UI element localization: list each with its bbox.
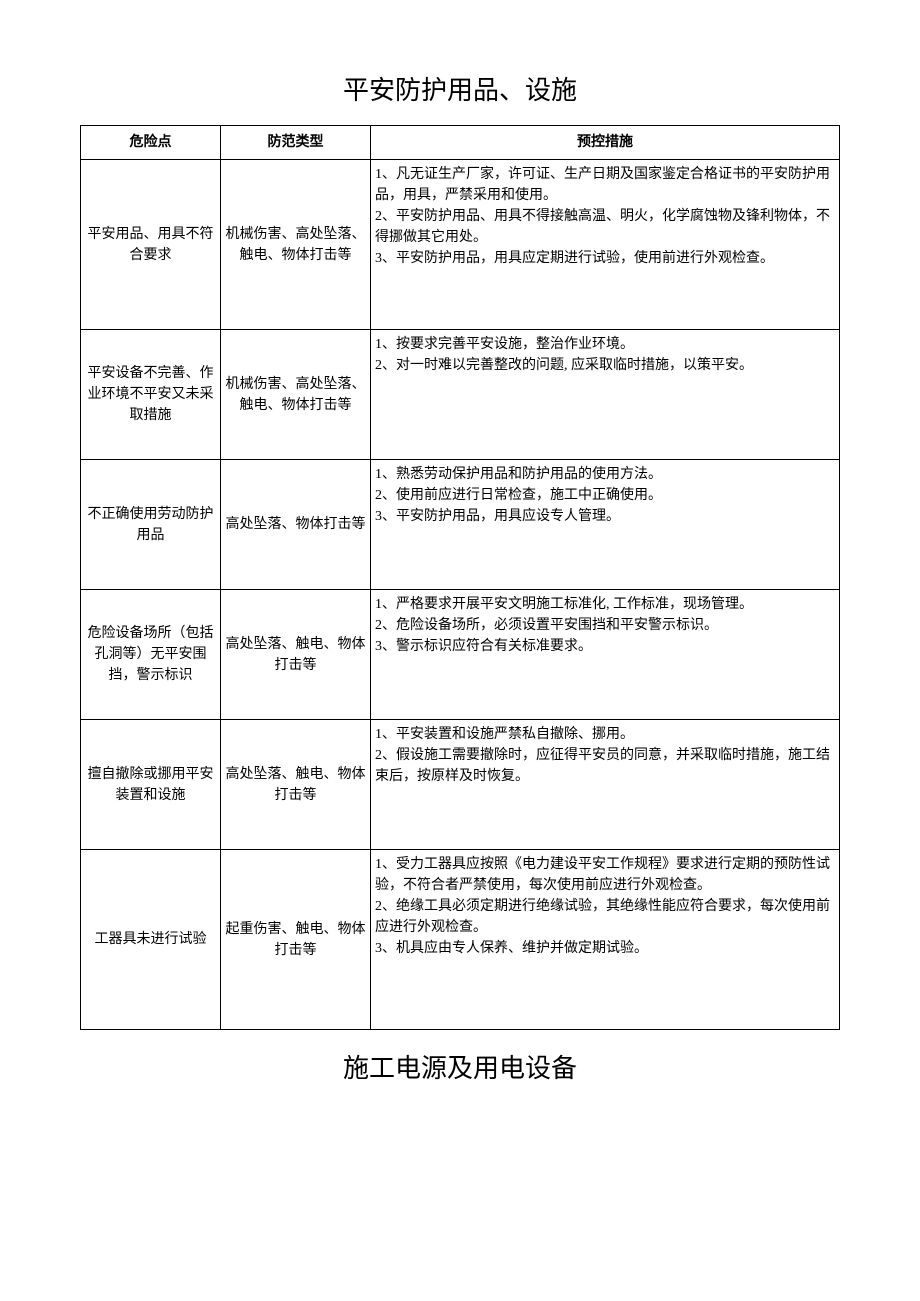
type-cell: 机械伤害、高处坠落、触电、物体打击等 bbox=[221, 330, 371, 460]
type-cell: 高处坠落、触电、物体打击等 bbox=[221, 720, 371, 850]
risk-cell: 平安用品、用具不符合要求 bbox=[81, 160, 221, 330]
table-row: 危险设备场所（包括孔洞等）无平安围挡，警示标识高处坠落、触电、物体打击等1、严格… bbox=[81, 590, 840, 720]
table-row: 平安用品、用具不符合要求机械伤害、高处坠落、触电、物体打击等1、凡无证生产厂家，… bbox=[81, 160, 840, 330]
table-row: 工器具未进行试验起重伤害、触电、物体打击等1、受力工器具应按照《电力建设平安工作… bbox=[81, 850, 840, 1030]
table-header-row: 危险点 防范类型 预控措施 bbox=[81, 126, 840, 160]
table-row: 不正确使用劳动防护用品高处坠落、物体打击等1、熟悉劳动保护用品和防护用品的使用方… bbox=[81, 460, 840, 590]
measure-cell: 1、按要求完善平安设施，整治作业环境。 2、对一时难以完善整改的问题, 应采取临… bbox=[371, 330, 840, 460]
risk-cell: 工器具未进行试验 bbox=[81, 850, 221, 1030]
risk-cell: 危险设备场所（包括孔洞等）无平安围挡，警示标识 bbox=[81, 590, 221, 720]
measure-cell: 1、受力工器具应按照《电力建设平安工作规程》要求进行定期的预防性试验，不符合者严… bbox=[371, 850, 840, 1030]
measure-cell: 1、熟悉劳动保护用品和防护用品的使用方法。 2、使用前应进行日常检查，施工中正确… bbox=[371, 460, 840, 590]
header-type: 防范类型 bbox=[221, 126, 371, 160]
measure-cell: 1、凡无证生产厂家，许可证、生产日期及国家鉴定合格证书的平安防护用品，用具，严禁… bbox=[371, 160, 840, 330]
page-title-2: 施工电源及用电设备 bbox=[80, 1048, 840, 1085]
table-row: 擅自撤除或挪用平安装置和设施高处坠落、触电、物体打击等1、平安装置和设施严禁私自… bbox=[81, 720, 840, 850]
measure-cell: 1、严格要求开展平安文明施工标准化, 工作标准，现场管理。 2、危险设备场所，必… bbox=[371, 590, 840, 720]
type-cell: 高处坠落、触电、物体打击等 bbox=[221, 590, 371, 720]
type-cell: 机械伤害、高处坠落、触电、物体打击等 bbox=[221, 160, 371, 330]
page-title-1: 平安防护用品、设施 bbox=[80, 70, 840, 107]
header-measure: 预控措施 bbox=[371, 126, 840, 160]
type-cell: 起重伤害、触电、物体打击等 bbox=[221, 850, 371, 1030]
risk-cell: 不正确使用劳动防护用品 bbox=[81, 460, 221, 590]
header-risk: 危险点 bbox=[81, 126, 221, 160]
safety-table: 危险点 防范类型 预控措施 平安用品、用具不符合要求机械伤害、高处坠落、触电、物… bbox=[80, 125, 840, 1030]
risk-cell: 擅自撤除或挪用平安装置和设施 bbox=[81, 720, 221, 850]
risk-cell: 平安设备不完善、作业环境不平安又未采取措施 bbox=[81, 330, 221, 460]
table-row: 平安设备不完善、作业环境不平安又未采取措施机械伤害、高处坠落、触电、物体打击等1… bbox=[81, 330, 840, 460]
type-cell: 高处坠落、物体打击等 bbox=[221, 460, 371, 590]
measure-cell: 1、平安装置和设施严禁私自撤除、挪用。 2、假设施工需要撤除时，应征得平安员的同… bbox=[371, 720, 840, 850]
